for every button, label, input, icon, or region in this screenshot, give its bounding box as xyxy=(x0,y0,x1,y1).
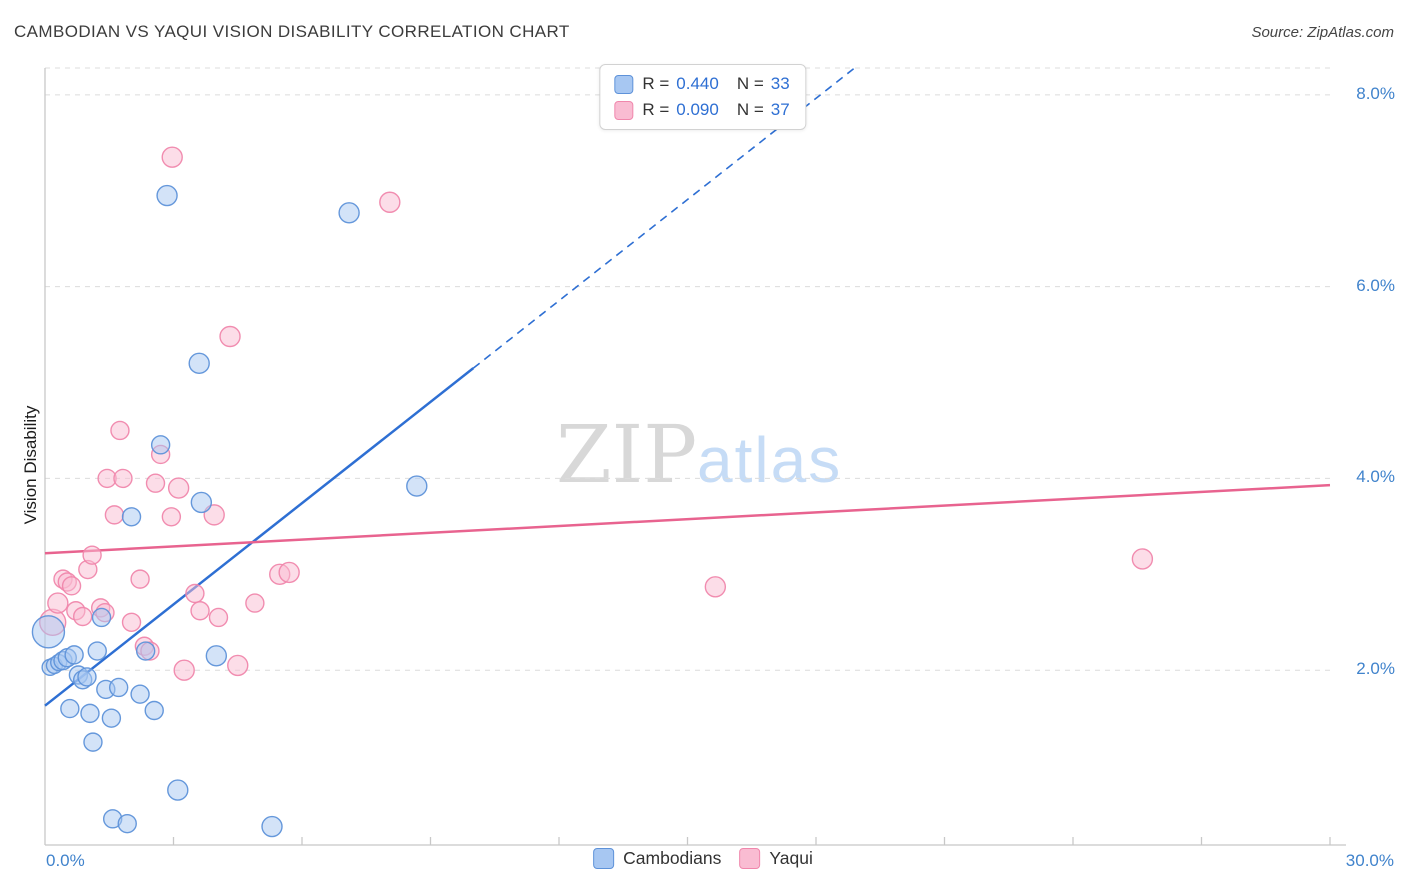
data-point-yaqui xyxy=(47,592,69,614)
cambodian-swatch xyxy=(593,848,615,869)
data-point-cambodians xyxy=(101,708,122,728)
data-point-yaqui xyxy=(227,654,249,677)
stats-row-yaqui: R = 0.090 N = 37 xyxy=(614,100,790,120)
trend-line-yaqui xyxy=(44,483,1331,555)
y-axis-title: Vision Disability xyxy=(21,405,40,525)
n-value: 37 xyxy=(770,100,790,119)
data-point-yaqui xyxy=(219,325,241,348)
stats-row-cambodian: R = 0.440 N = 33 xyxy=(614,74,790,94)
data-point-cambodians xyxy=(64,645,84,665)
data-point-cambodians xyxy=(121,507,142,527)
data-point-cambodians xyxy=(338,202,360,224)
data-point-cambodians xyxy=(130,684,150,704)
r-value: 0.440 xyxy=(676,74,719,93)
r-label: R = xyxy=(642,74,670,93)
y-tick-label-2: 2.0% xyxy=(1356,659,1395,678)
series-legend: Cambodians Yaqui xyxy=(593,848,813,869)
data-point-cambodians xyxy=(406,475,428,497)
data-point-cambodians xyxy=(144,700,164,721)
x-tick-label-max: 30.0% xyxy=(1345,851,1394,870)
r-label: R = xyxy=(642,100,670,119)
data-point-cambodians xyxy=(150,435,171,455)
data-point-yaqui xyxy=(190,601,210,621)
data-point-yaqui xyxy=(121,612,142,632)
data-point-cambodians xyxy=(205,645,228,667)
data-point-yaqui xyxy=(104,505,125,525)
data-point-yaqui xyxy=(72,606,93,627)
data-point-cambodians xyxy=(156,184,178,207)
data-point-cambodians xyxy=(91,607,112,628)
correlation-stats-box: R = 0.440 N = 33 R = 0.090 N = 37 xyxy=(599,64,807,130)
data-point-cambodians xyxy=(87,641,107,661)
data-point-cambodians xyxy=(60,698,80,719)
data-point-cambodians xyxy=(135,641,156,661)
yaqui-swatch xyxy=(739,848,761,869)
legend-item-cambodians: Cambodians xyxy=(593,848,721,869)
data-point-yaqui xyxy=(145,473,166,493)
yaqui-swatch xyxy=(614,100,634,120)
data-point-yaqui xyxy=(161,507,182,527)
trend-line-cambodians xyxy=(44,367,475,707)
n-value: 33 xyxy=(770,74,790,93)
data-point-yaqui xyxy=(173,659,195,681)
y-tick-label-6: 6.0% xyxy=(1356,276,1395,295)
n-label: N = xyxy=(736,100,764,119)
y-tick-label-4: 4.0% xyxy=(1356,467,1395,486)
data-point-yaqui xyxy=(185,583,205,604)
data-point-yaqui xyxy=(161,146,183,168)
data-point-cambodians xyxy=(261,815,283,838)
data-point-cambodians xyxy=(77,667,97,687)
data-point-yaqui xyxy=(379,191,401,213)
data-point-cambodians xyxy=(108,677,129,698)
cambodian-swatch xyxy=(614,74,634,94)
trend-line-dashed-cambodians xyxy=(472,67,856,369)
n-label: N = xyxy=(736,74,764,93)
data-point-yaqui xyxy=(113,468,133,489)
data-point-yaqui xyxy=(130,569,150,589)
data-point-yaqui xyxy=(1131,548,1154,570)
data-point-cambodians xyxy=(190,491,213,514)
source-link[interactable]: Source: ZipAtlas.com xyxy=(1251,24,1394,41)
data-point-cambodians xyxy=(80,703,100,724)
data-point-yaqui xyxy=(61,576,82,596)
legend-label: Yaqui xyxy=(769,848,813,868)
page-title: CAMBODIAN VS YAQUI VISION DISABILITY COR… xyxy=(14,22,570,41)
data-point-cambodians xyxy=(31,615,66,649)
data-point-cambodians xyxy=(117,813,137,834)
watermark-atlas: atlas xyxy=(697,424,843,496)
watermark: ZIP atlas xyxy=(556,408,842,501)
data-point-yaqui xyxy=(203,504,225,526)
data-point-cambodians xyxy=(167,779,189,801)
watermark-zip: ZIP xyxy=(556,408,698,501)
data-point-yaqui xyxy=(110,420,130,441)
legend-item-yaqui: Yaqui xyxy=(739,848,813,869)
data-point-yaqui xyxy=(82,545,102,565)
data-point-cambodians xyxy=(83,732,103,752)
legend-label: Cambodians xyxy=(623,848,722,868)
data-point-yaqui xyxy=(278,561,300,584)
x-tick-label-min: 0.0% xyxy=(46,851,85,870)
data-point-yaqui xyxy=(245,593,265,613)
data-point-yaqui xyxy=(167,477,190,499)
r-value: 0.090 xyxy=(676,100,719,119)
data-point-yaqui xyxy=(704,576,727,598)
data-point-cambodians xyxy=(188,352,210,375)
data-point-yaqui xyxy=(208,607,229,628)
y-tick-label-8: 8.0% xyxy=(1356,84,1395,103)
